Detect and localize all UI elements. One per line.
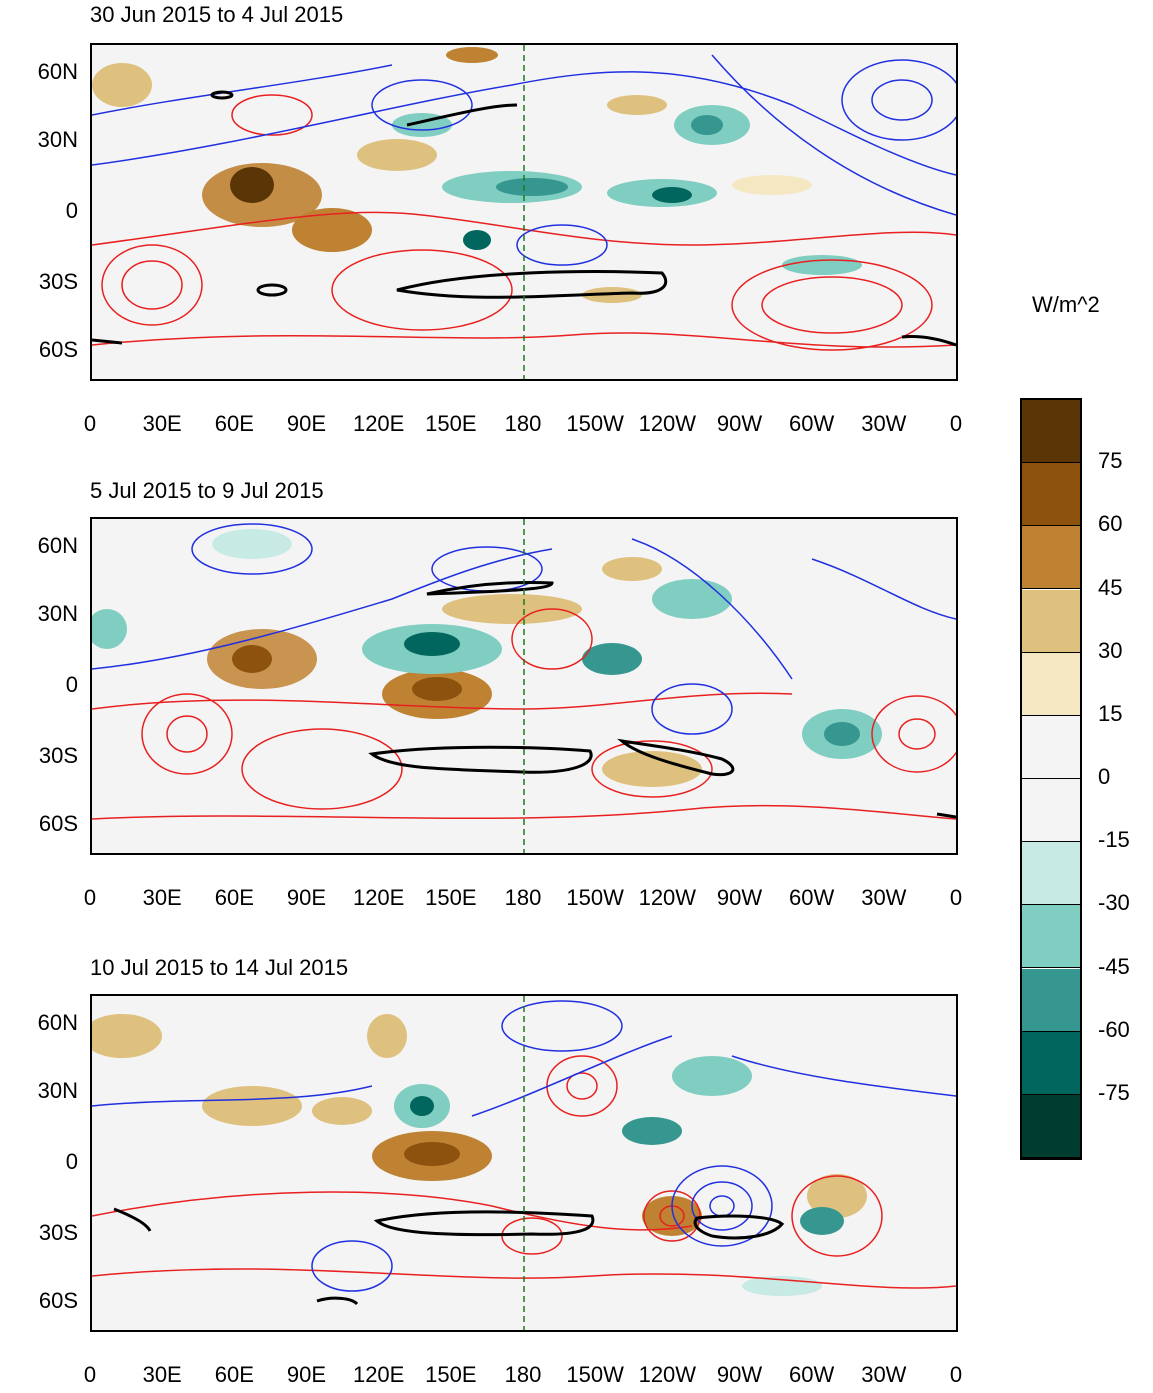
lon-tick-label: 30E <box>142 1362 182 1387</box>
colorbar-label: -15 <box>1098 827 1130 853</box>
colorbar-swatch <box>1022 463 1080 527</box>
lon-tick-label: 180 <box>504 1362 542 1387</box>
lon-tick-label: 90W <box>716 411 763 436</box>
colorbar-swatch <box>1022 1031 1080 1095</box>
colorbar-label: -45 <box>1098 953 1130 979</box>
anomaly-field <box>92 996 956 1330</box>
lon-tick-label: 60W <box>789 1362 835 1387</box>
anomaly-field <box>92 45 956 379</box>
lon-tick-label: 120E <box>352 1362 405 1387</box>
lon-tick-label: 150E <box>425 885 477 910</box>
lon-tick-label: 60E <box>214 411 254 436</box>
lat-tick-label: 0 <box>65 672 78 697</box>
map-panel <box>90 994 958 1332</box>
lat-tick-label: 60S <box>38 336 78 362</box>
lat-tick-label: 30S <box>38 742 78 768</box>
lon-tick-label: 150W <box>566 1362 624 1387</box>
colorbar-label: 75 <box>1098 448 1123 474</box>
panel-title: 5 Jul 2015 to 9 Jul 2015 <box>90 478 324 503</box>
lon-tick-label: 90W <box>716 885 763 910</box>
lon-tick-label: 30W <box>861 1362 907 1387</box>
colorbar-swatch <box>1022 589 1080 653</box>
colorbar-swatch <box>1022 400 1080 464</box>
lon-tick-label: 120W <box>638 885 697 910</box>
lat-tick-label: 30N <box>37 127 78 153</box>
lon-tick-label: 90E <box>286 411 327 436</box>
colorbar-label: -75 <box>1098 1079 1130 1105</box>
lon-tick-label: 90E <box>286 885 327 910</box>
colorbar-swatch <box>1022 905 1080 969</box>
map-panel <box>90 43 958 381</box>
lon-tick-label: 180 <box>504 885 542 910</box>
lon-tick-label: 30E <box>142 411 182 436</box>
lat-tick-label: 30S <box>38 1219 78 1245</box>
lat-tick-label: 30S <box>38 268 78 294</box>
colorbar-label: 30 <box>1098 637 1123 663</box>
lon-tick-label: 120W <box>638 411 697 436</box>
anomaly-field <box>92 519 956 853</box>
lon-tick-label: 150W <box>566 885 624 910</box>
lon-tick-label: 60W <box>789 411 835 436</box>
lon-tick-label: 120E <box>352 885 405 910</box>
lon-tick-label: 120W <box>638 1362 697 1387</box>
lon-tick-label: 30E <box>142 885 182 910</box>
map-panel <box>90 517 958 855</box>
colorbar-label: 60 <box>1098 511 1123 537</box>
lon-tick-label: 150E <box>425 411 477 436</box>
colorbar-unit: W/m^2 <box>1032 292 1100 317</box>
colorbar-label: -30 <box>1098 890 1130 916</box>
lat-tick-label: 60S <box>38 1287 78 1313</box>
lon-tick-label: 60W <box>789 885 835 910</box>
lon-tick-label: 0 <box>83 411 97 436</box>
lon-tick-label: 60E <box>214 885 254 910</box>
lon-tick-label: 60E <box>214 1362 254 1387</box>
lat-tick-label: 60N <box>37 533 78 559</box>
colorbar-label: 45 <box>1098 574 1123 600</box>
lon-tick-label: 150E <box>425 1362 477 1387</box>
colorbar-swatch <box>1022 1094 1080 1158</box>
panel-title: 30 Jun 2015 to 4 Jul 2015 <box>90 2 344 27</box>
colorbar-swatch <box>1022 779 1080 843</box>
colorbar-swatch <box>1022 842 1080 906</box>
lon-tick-label: 30W <box>861 885 907 910</box>
lon-tick-label: 0 <box>949 1362 963 1387</box>
lat-tick-label: 60S <box>38 810 78 836</box>
lat-tick-label: 60N <box>37 59 78 85</box>
colorbar-label: 0 <box>1098 764 1111 789</box>
lon-tick-label: 0 <box>949 411 963 436</box>
lat-tick-label: 0 <box>65 198 78 223</box>
colorbar-label: -60 <box>1098 1016 1130 1042</box>
lon-tick-label: 30W <box>861 411 907 436</box>
lon-tick-label: 0 <box>83 885 97 910</box>
lat-tick-label: 60N <box>37 1010 78 1036</box>
lon-tick-label: 0 <box>83 1362 97 1387</box>
colorbar-label: 15 <box>1098 700 1123 726</box>
lon-tick-label: 90E <box>286 1362 327 1387</box>
lat-tick-label: 30N <box>37 601 78 627</box>
panel-title: 10 Jul 2015 to 14 Jul 2015 <box>90 955 349 980</box>
lat-tick-label: 30N <box>37 1078 78 1104</box>
colorbar-swatch <box>1022 715 1080 779</box>
lon-tick-label: 180 <box>504 411 542 436</box>
colorbar <box>1020 398 1082 1160</box>
lon-tick-label: 90W <box>716 1362 763 1387</box>
lon-tick-label: 0 <box>949 885 963 910</box>
colorbar-swatch <box>1022 968 1080 1032</box>
lon-tick-label: 150W <box>566 411 624 436</box>
lon-tick-label: 120E <box>352 411 405 436</box>
lat-tick-label: 0 <box>65 1149 78 1174</box>
colorbar-swatch <box>1022 526 1080 590</box>
colorbar-swatch <box>1022 652 1080 716</box>
